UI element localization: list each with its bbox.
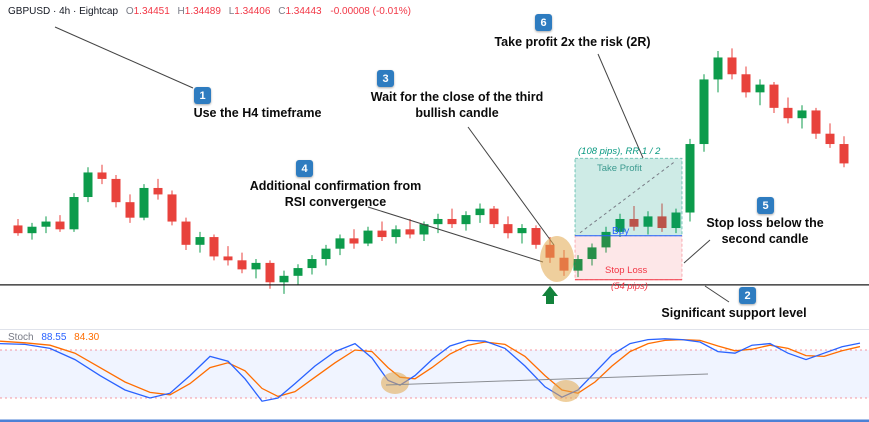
ohlc-high-label: H <box>177 6 185 17</box>
stoch-k-value: 88.55 <box>41 332 67 343</box>
callout-line-step2 <box>704 285 730 303</box>
step-badge-4[interactable]: 4 <box>296 160 313 177</box>
bottom-accent-bar <box>0 419 869 422</box>
sl-pips-label: (54 pips) <box>611 281 648 292</box>
step-text-5[interactable]: Stop loss below the second candle <box>706 216 824 246</box>
stop-loss-label: Stop Loss <box>605 265 648 276</box>
ohlc-open-value: 1.34451 <box>133 6 170 17</box>
ohlc-low-value: 1.34406 <box>234 6 271 17</box>
take-profit-label: Take Profit <box>597 163 642 174</box>
stoch-d-value: 84.30 <box>74 332 100 343</box>
callout-line-step5 <box>683 239 711 264</box>
long-position-tool[interactable] <box>574 157 683 281</box>
price-change: -0.00008 (-0.01%) <box>330 6 411 17</box>
step-badge-2[interactable]: 2 <box>739 287 756 304</box>
step-badge-1[interactable]: 1 <box>194 87 211 104</box>
stochastic-indicator-pane <box>0 338 869 402</box>
symbol-title[interactable]: GBPUSD · 4h · Eightcap <box>8 6 119 17</box>
step-badge-5[interactable]: 5 <box>757 197 774 214</box>
candlestick-series <box>13 48 849 294</box>
step-text-2[interactable]: Significant support level <box>661 306 807 320</box>
step-badge-3[interactable]: 3 <box>377 70 394 87</box>
stoch-convergence-trendline[interactable] <box>385 373 709 386</box>
entry-arrow-icon[interactable] <box>542 286 558 304</box>
highlight-ellipse-stoch-2[interactable] <box>552 380 580 402</box>
annotation-overlays <box>0 26 869 422</box>
ohlc-close-label: C <box>278 6 286 17</box>
stoch-legend: Stoch 88.55 84.30 <box>8 332 99 343</box>
risk-reward-label: (108 pips), RR 1 / 2 <box>578 146 661 157</box>
callout-line-step4 <box>367 206 544 263</box>
callout-line-step6 <box>597 53 644 159</box>
highlight-ellipse-stoch-1[interactable] <box>381 372 409 394</box>
step-text-1[interactable]: Use the H4 timeframe <box>193 106 322 120</box>
step-text-4[interactable]: Additional confirmation from RSI converg… <box>249 179 422 209</box>
callout-line-step3 <box>467 126 555 246</box>
callout-line-step1 <box>54 26 194 89</box>
step-text-3[interactable]: Wait for the close of the third bullish … <box>370 90 544 120</box>
highlight-ellipse-pattern[interactable] <box>540 236 574 282</box>
symbol-legend: GBPUSD · 4h · Eightcap O1.34451 H1.34489… <box>8 6 411 17</box>
stoch-indicator-name[interactable]: Stoch <box>8 332 34 343</box>
step-badge-6[interactable]: 6 <box>535 14 552 31</box>
step-text-6[interactable]: Take profit 2x the risk (2R) <box>494 35 651 49</box>
ohlc-open-label: O <box>125 6 134 17</box>
ohlc-close-value: 1.34443 <box>285 6 322 17</box>
ohlc-high-value: 1.34489 <box>184 6 221 17</box>
ohlc-low-label: L <box>228 6 235 17</box>
buy-label: Buy <box>612 226 630 237</box>
